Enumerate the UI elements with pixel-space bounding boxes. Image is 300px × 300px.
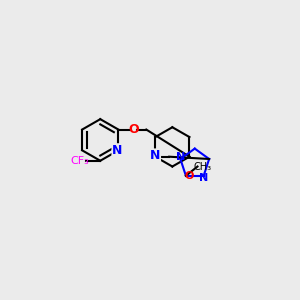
Text: N: N <box>176 152 185 162</box>
Text: O: O <box>128 123 139 136</box>
Text: N: N <box>112 144 122 157</box>
Text: CF₃: CF₃ <box>70 156 89 166</box>
Text: N: N <box>199 173 208 183</box>
Text: O: O <box>185 171 194 181</box>
Text: CH₃: CH₃ <box>193 161 211 172</box>
Text: N: N <box>150 149 160 162</box>
